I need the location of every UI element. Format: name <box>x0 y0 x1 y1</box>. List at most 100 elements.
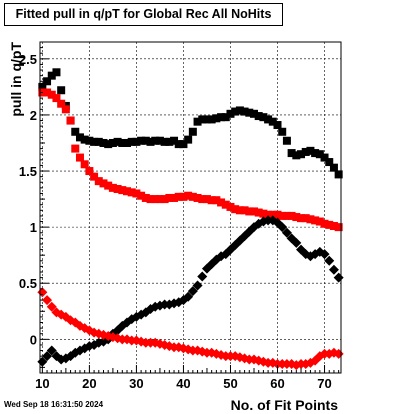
data-point <box>165 137 174 146</box>
data-point <box>90 137 99 146</box>
data-point <box>146 137 155 146</box>
x-tick-label: 10 <box>35 376 49 391</box>
data-point <box>184 135 193 144</box>
data-point <box>146 195 155 204</box>
data-point <box>127 188 136 197</box>
x-tick-label: 60 <box>270 376 284 391</box>
data-point <box>259 113 268 122</box>
data-point <box>328 264 339 275</box>
data-point <box>226 109 235 118</box>
data-point <box>80 135 89 144</box>
data-point <box>99 138 108 147</box>
data-point <box>52 94 61 103</box>
data-point <box>277 222 288 233</box>
data-point <box>320 219 329 228</box>
data-point <box>184 191 193 200</box>
data-point <box>240 206 249 215</box>
grid-lines <box>40 42 341 373</box>
y-tick-label: 1 <box>30 220 37 235</box>
data-point <box>217 113 226 122</box>
data-point <box>282 211 291 220</box>
chart-title: Fitted pull in q/pT for Global Rec All N… <box>4 3 283 26</box>
data-point <box>108 183 117 192</box>
data-point <box>85 167 94 176</box>
data-point <box>221 200 230 209</box>
data-point <box>165 193 174 202</box>
x-tick-label: 30 <box>129 376 143 391</box>
data-point <box>99 179 108 188</box>
data-point <box>174 140 183 149</box>
data-point <box>329 163 338 172</box>
data-point <box>315 150 324 159</box>
data-point <box>292 213 301 222</box>
data-point <box>47 90 56 99</box>
data-point <box>71 144 80 153</box>
data-point <box>297 150 306 159</box>
data-point <box>141 193 150 202</box>
data-point <box>301 214 310 223</box>
data-point <box>118 138 127 147</box>
x-tick-label: 20 <box>82 376 96 391</box>
y-axis-label: pull in q/pT <box>8 42 24 117</box>
data-point <box>137 191 146 200</box>
data-point <box>301 147 310 156</box>
data-point <box>207 115 216 124</box>
data-point <box>42 295 53 306</box>
data-point <box>151 136 160 145</box>
data-point <box>160 137 169 146</box>
data-point <box>94 137 103 146</box>
data-point <box>174 192 183 201</box>
data-point <box>193 193 202 202</box>
data-point <box>240 107 249 116</box>
data-point <box>179 192 188 201</box>
data-point <box>320 153 329 162</box>
data-point <box>245 108 254 117</box>
data-point <box>108 138 117 147</box>
data-point <box>57 86 66 95</box>
y-tick-label: 1.5 <box>19 164 37 179</box>
data-point <box>282 136 291 145</box>
data-point <box>235 206 244 215</box>
data-point <box>75 133 84 142</box>
data-point <box>170 193 179 202</box>
tick-labels: 10 20 30 40 50 60 70 0 0.5 1 1.5 2 2.5 <box>19 52 332 391</box>
y-tick-label: 2 <box>30 108 37 123</box>
data-point <box>90 172 99 181</box>
data-point <box>132 137 141 146</box>
data-point <box>193 117 202 126</box>
data-point <box>249 207 258 216</box>
data-point <box>198 195 207 204</box>
data-point <box>46 301 57 312</box>
data-point <box>170 136 179 145</box>
data-point <box>292 151 301 160</box>
data-point <box>151 195 160 204</box>
data-point <box>281 227 292 238</box>
data-point <box>254 208 263 217</box>
data-point <box>333 272 344 283</box>
data-point <box>202 115 211 124</box>
data-point <box>254 112 263 121</box>
data-point <box>113 184 122 193</box>
data-point <box>57 99 66 108</box>
data-point <box>123 187 132 196</box>
series-1 <box>38 88 343 232</box>
data-point <box>155 195 164 204</box>
data-point <box>245 207 254 216</box>
data-point <box>61 105 70 114</box>
data-point <box>47 71 56 80</box>
x-tick-label: 50 <box>223 376 237 391</box>
x-axis-label: No. of Fit Points <box>231 397 339 413</box>
data-point <box>273 210 282 219</box>
data-point <box>268 117 277 126</box>
data-point <box>188 127 197 136</box>
data-point <box>264 210 273 219</box>
data-point <box>268 210 277 219</box>
data-point <box>329 222 338 231</box>
data-point <box>217 198 226 207</box>
data-point <box>187 286 198 297</box>
data-point <box>42 351 53 362</box>
data-point <box>287 211 296 220</box>
data-point <box>325 220 334 229</box>
series-3 <box>37 287 344 371</box>
